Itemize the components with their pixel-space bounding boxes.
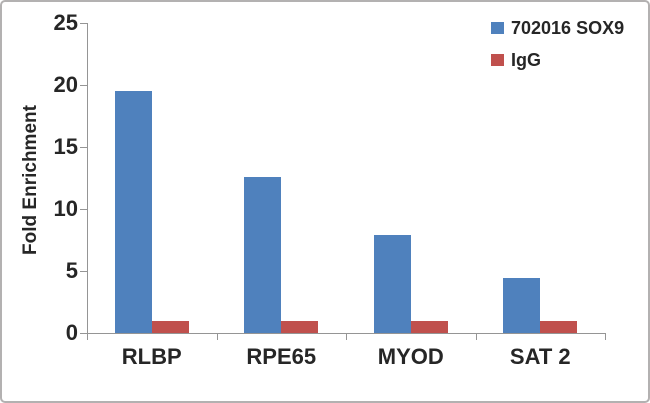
y-axis-title: Fold Enrichment xyxy=(20,105,41,255)
y-axis-tick-label: 0 xyxy=(65,320,78,345)
bar-igg-rlbp xyxy=(151,320,189,333)
category-label: SAT 2 xyxy=(509,344,571,369)
category-label: MYOD xyxy=(377,344,444,369)
y-axis-line xyxy=(87,23,88,333)
legend-swatch-icon xyxy=(491,22,504,34)
y-axis-tick-label: 15 xyxy=(53,134,78,159)
y-axis-tick-label: 10 xyxy=(53,196,78,221)
bar-702016-sox9-rlbp xyxy=(114,91,152,333)
x-axis-tick xyxy=(216,333,218,340)
bar-igg-sat-2 xyxy=(540,320,578,333)
bar-igg-myod xyxy=(410,320,448,333)
x-axis-tick xyxy=(346,333,347,340)
x-axis-tick xyxy=(605,333,606,340)
y-axis-tick xyxy=(80,23,87,24)
y-axis-tick-label: 20 xyxy=(53,72,78,97)
y-axis-tick-label: 25 xyxy=(53,10,78,35)
bar-702016-sox9-rpe65 xyxy=(244,176,282,333)
bar-702016-sox9-myod xyxy=(373,235,411,333)
y-axis-tick xyxy=(80,147,87,148)
legend-item: IgG xyxy=(491,51,624,69)
bar-igg-rpe65 xyxy=(281,320,319,333)
y-axis-tick xyxy=(80,271,87,272)
y-axis-tick-label: 5 xyxy=(65,258,78,283)
legend: 702016 SOX9 IgG xyxy=(491,19,624,69)
category-label: RPE65 xyxy=(246,344,317,369)
legend-item: 702016 SOX9 xyxy=(491,19,624,37)
y-axis-tick xyxy=(80,85,87,86)
legend-swatch-icon xyxy=(491,54,504,66)
y-axis-tick xyxy=(80,209,87,210)
bar-702016-sox9-sat-2 xyxy=(503,278,541,333)
x-axis-tick xyxy=(87,333,88,340)
legend-label: IgG xyxy=(511,50,541,70)
y-axis-tick xyxy=(80,333,87,334)
x-axis-tick xyxy=(475,333,477,340)
legend-label: 702016 SOX9 xyxy=(511,18,625,38)
category-label: RLBP xyxy=(121,344,182,369)
